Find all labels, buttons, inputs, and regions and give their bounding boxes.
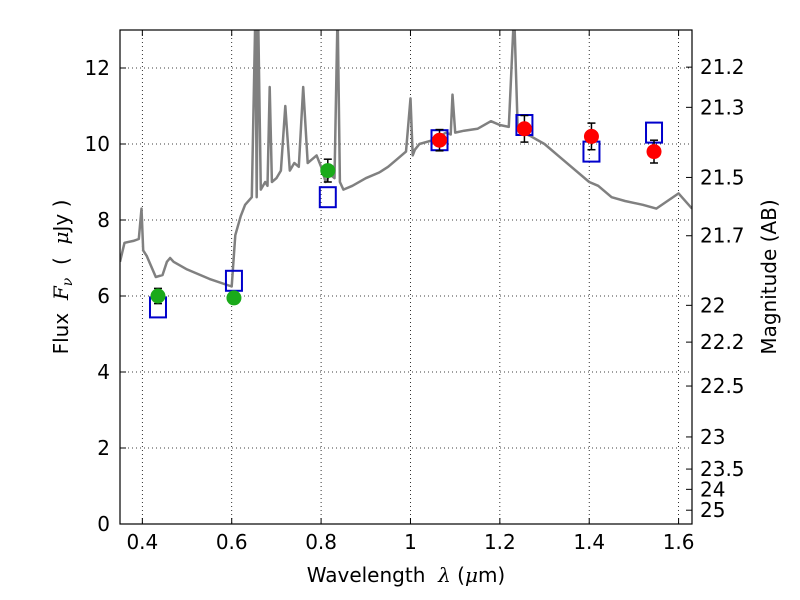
mag-tick-label: 22 [700, 293, 725, 317]
x-tick-label: 1.6 [663, 530, 695, 554]
photometry-marker [150, 288, 166, 304]
x-tick-label: 1.2 [484, 530, 516, 554]
mag-tick-label: 21.3 [700, 95, 745, 119]
x-tick-label: 0.4 [126, 530, 158, 554]
y-tick-label: 2 [97, 436, 110, 460]
x-axis-label: Wavelength λ (μm) [307, 563, 506, 587]
photometry-marker [583, 128, 599, 144]
mag-tick-label: 21.7 [700, 224, 745, 248]
plot-frame [119, 29, 693, 525]
mag-tick-label: 25 [700, 498, 725, 522]
photometry-marker [646, 144, 662, 160]
y-tick-label: 4 [97, 360, 110, 384]
x-tick-label: 0.8 [305, 530, 337, 554]
y2-axis-label: Magnitude (AB) [757, 199, 781, 354]
photometry-marker [320, 163, 336, 179]
photometry-marker [432, 132, 448, 148]
x-tick-label: 1.4 [573, 530, 605, 554]
mag-tick-label: 24 [700, 477, 725, 501]
photometry-marker [516, 121, 532, 137]
mag-tick-label: 23 [700, 425, 725, 449]
model-square-marker [318, 186, 337, 209]
y-tick-label: 6 [97, 284, 110, 308]
photometry-marker [226, 290, 242, 306]
mag-tick-label: 21.5 [700, 165, 745, 189]
plot-background [120, 30, 692, 524]
y-tick-label: 10 [85, 132, 110, 156]
photometry-points [148, 114, 664, 319]
y-axis-label: Flux Fν ( μJy ) [49, 200, 76, 355]
y-tick-label: 8 [97, 208, 110, 232]
mag-tick-label: 22.2 [700, 330, 745, 354]
mag-tick-label: 21.2 [700, 55, 745, 79]
mag-tick-label: 23.5 [700, 457, 745, 481]
x-tick-label: 1 [404, 530, 417, 554]
y-tick-label: 12 [85, 56, 110, 80]
x-tick-label: 0.6 [216, 530, 248, 554]
y-tick-label: 0 [97, 512, 110, 536]
mag-tick-label: 22.5 [700, 374, 745, 398]
